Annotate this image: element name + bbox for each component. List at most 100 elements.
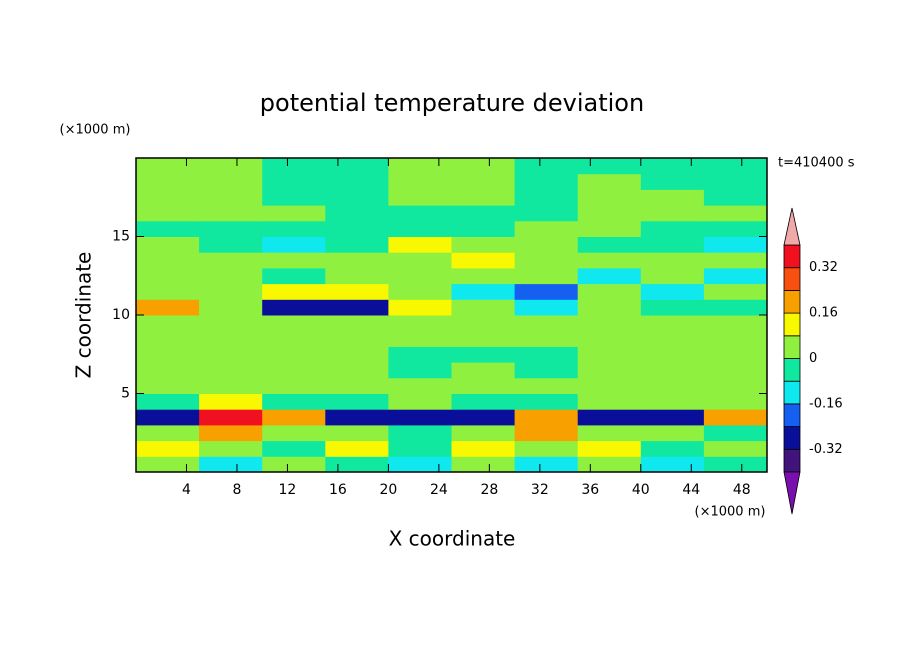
field-cell [262, 236, 326, 253]
field-cell [640, 377, 705, 394]
field-cell [514, 189, 579, 206]
field-cell [199, 236, 263, 253]
field-cell [703, 158, 768, 175]
x-axis-label: X coordinate [389, 527, 516, 551]
y-tick-label: 5 [121, 386, 130, 402]
x-tick-label: 32 [531, 482, 549, 498]
field-cell [199, 330, 263, 347]
field-cell [577, 315, 642, 332]
field-cell [451, 158, 516, 175]
colorbar-tick-label: 0.16 [809, 306, 838, 321]
field-cell [388, 330, 452, 347]
field-cell [199, 424, 263, 442]
field-cell [199, 299, 263, 316]
colorbar-band [783, 358, 801, 382]
field-cell [703, 267, 768, 285]
field-cell [388, 440, 452, 457]
field-cell [199, 315, 263, 332]
field-cell [577, 424, 642, 442]
colorbar-tick-label: -0.16 [809, 396, 843, 411]
field-cell [640, 252, 705, 269]
field-cell [514, 205, 579, 222]
field-cell [136, 252, 200, 269]
field-cell [136, 409, 200, 426]
field-cell [199, 173, 263, 190]
field-cell [136, 377, 200, 394]
field-cell [325, 173, 389, 190]
field-cell [388, 173, 452, 190]
field-cell [703, 205, 768, 222]
field-cell [136, 173, 200, 190]
field-cell [514, 173, 579, 190]
field-cell [136, 346, 200, 363]
field-cell [388, 220, 452, 237]
field-cell [325, 205, 389, 222]
field-cell [577, 283, 642, 300]
field-cell [451, 424, 516, 442]
field-cell [325, 440, 389, 457]
field-cell [262, 409, 326, 426]
x-tick-label: 8 [232, 482, 241, 498]
field-cell [451, 377, 516, 394]
colorbar-band [783, 244, 801, 269]
field-cell [451, 220, 516, 237]
x-tick-label: 24 [430, 482, 448, 498]
field-cell [136, 424, 200, 442]
field-cell [262, 330, 326, 347]
field-cell [325, 220, 389, 237]
field-cell [451, 189, 516, 206]
colorbar-band [783, 267, 801, 291]
colorbar-tick-label: -0.32 [809, 442, 843, 457]
field-cell [262, 252, 326, 269]
field-cell [703, 346, 768, 363]
field-cell [451, 315, 516, 332]
x-tick-label: 20 [379, 482, 397, 498]
field-cell [262, 267, 326, 285]
field-cell [703, 283, 768, 300]
field-cell [451, 205, 516, 222]
field-cell [640, 315, 705, 332]
field-cell [451, 299, 516, 316]
field-cell [640, 267, 705, 285]
field-cell [514, 440, 579, 457]
field-cell [514, 377, 579, 394]
field-cell [514, 315, 579, 332]
field-cell [388, 315, 452, 332]
x-tick-label: 4 [182, 482, 191, 498]
field-cell [325, 409, 389, 426]
colorbar-tick-label: 0.32 [809, 260, 838, 275]
field-cell [388, 299, 452, 316]
field-cell [703, 377, 768, 394]
field-cell [703, 220, 768, 237]
field-cell [388, 377, 452, 394]
field-cell [703, 173, 768, 190]
field-cell [640, 346, 705, 363]
field-cell [388, 456, 452, 473]
colorbar-over [783, 207, 801, 246]
field-cell [640, 205, 705, 222]
y-tick-label: 10 [112, 307, 130, 323]
field-cell [262, 393, 326, 410]
field-cell [640, 362, 705, 379]
field-cell [262, 283, 326, 300]
x-tick-label: 40 [632, 482, 650, 498]
field-cell [577, 409, 642, 426]
field-cell [514, 236, 579, 253]
field-cell [451, 440, 516, 457]
field-cell [262, 440, 326, 457]
field-cell [577, 456, 642, 473]
field-cell [136, 158, 200, 175]
field-cell [577, 267, 642, 285]
field-cell [640, 409, 705, 426]
field-cell [451, 267, 516, 285]
field-cell [703, 393, 768, 410]
field-cell [388, 283, 452, 300]
field-cell [451, 236, 516, 253]
field-cell [514, 267, 579, 285]
field-cell [703, 189, 768, 206]
field-cell [640, 440, 705, 457]
field-cell [514, 283, 579, 300]
field-cell [703, 315, 768, 332]
field-cell [514, 424, 579, 442]
field-cell [388, 252, 452, 269]
